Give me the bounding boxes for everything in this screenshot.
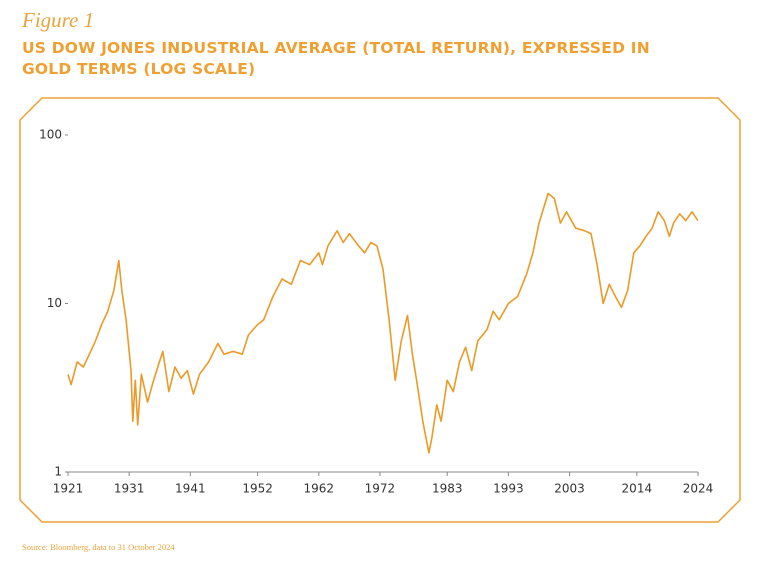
chart-title: US DOW JONES INDUSTRIAL AVERAGE (TOTAL R… xyxy=(22,39,650,78)
x-tick-label: 1983 xyxy=(432,482,463,496)
data-line xyxy=(67,192,699,454)
y-tick-label: 10 xyxy=(47,296,62,310)
x-tick-label: 1962 xyxy=(304,482,335,496)
x-tick-label: 2003 xyxy=(554,482,585,496)
y-tick-label: 1 xyxy=(54,465,62,479)
x-tick-label: 1952 xyxy=(242,482,273,496)
x-tick-label: 1972 xyxy=(365,482,396,496)
source-note: Source: Bloomberg, data to 31 October 20… xyxy=(22,542,175,552)
y-tick-label: 100 xyxy=(39,128,62,142)
x-tick-label: 1931 xyxy=(114,482,145,496)
x-tick-label: 2024 xyxy=(683,482,714,496)
x-tick-label: 1921 xyxy=(53,482,84,496)
x-tick-label: 1941 xyxy=(175,482,206,496)
frame xyxy=(19,97,741,523)
figure-label: Figure 1 xyxy=(22,8,95,32)
x-tick-label: 2014 xyxy=(622,482,653,496)
x-tick-label: 1993 xyxy=(493,482,524,496)
